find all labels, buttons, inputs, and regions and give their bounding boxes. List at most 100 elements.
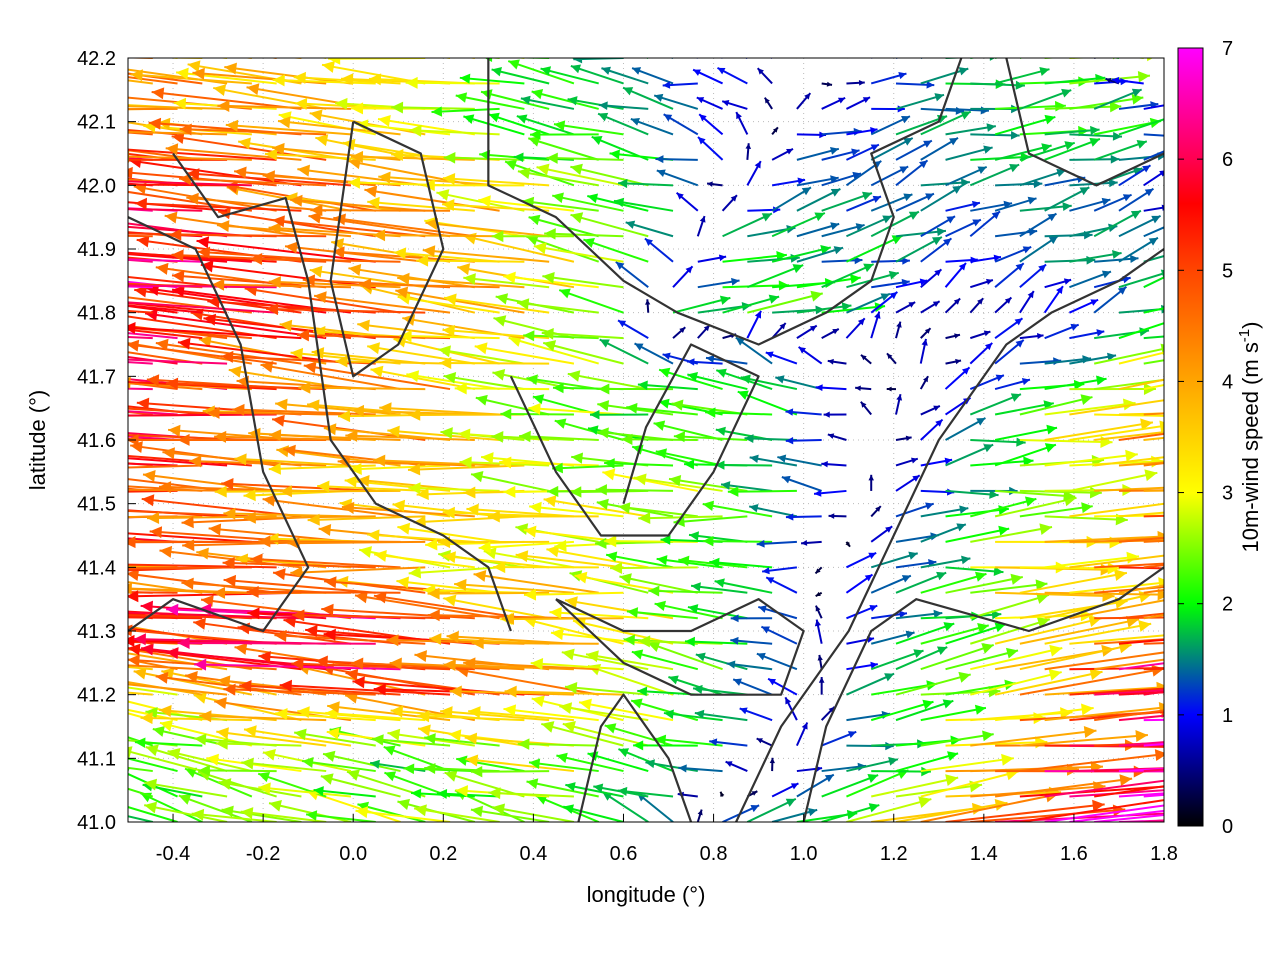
wind-vector-head (10, 448, 22, 460)
wind-vector-head (769, 295, 779, 304)
wind-vector-head (925, 502, 934, 509)
wind-vector-head (528, 403, 540, 415)
wind-vector-head (884, 45, 891, 51)
wind-vector-head (315, 134, 328, 146)
x-tick-label: 1.4 (970, 843, 998, 865)
wind-vector-head (84, 773, 96, 783)
wind-vector-head (263, 749, 276, 761)
wind-vector-shaft (1094, 617, 1252, 619)
wind-vector-head (947, 751, 958, 761)
wind-vector-head (855, 385, 861, 390)
wind-vector-shaft (321, 776, 401, 796)
wind-vector-head (958, 672, 970, 683)
wind-vector-head (414, 650, 427, 662)
wind-vector-head (981, 106, 989, 114)
wind-vector-head (731, 278, 739, 286)
wind-vector-head (223, 39, 236, 51)
wind-vector-head (55, 463, 67, 475)
wind-vector-shaft (896, 803, 1008, 822)
wind-vector-head (474, 570, 487, 582)
wind-vector-head (981, 643, 993, 654)
wind-vector-head (110, 642, 123, 654)
wind-vector-head (319, 524, 332, 536)
wind-vector-head (71, 781, 81, 790)
wind-vector-head (285, 46, 297, 58)
wind-vector-shaft (648, 591, 722, 593)
wind-vector-head (263, 495, 276, 507)
wind-vector-head (1130, 255, 1138, 263)
wind-vector-head (0, 513, 6, 525)
wind-vector-head (986, 123, 995, 132)
wind-vector-shaft (471, 474, 549, 491)
wind-vector-head (304, 361, 317, 373)
wind-vector-head (629, 42, 638, 50)
wind-vector-shaft (368, 43, 475, 58)
wind-vector-head (159, 705, 171, 717)
y-tick-label: 41.7 (77, 366, 116, 388)
wind-vector-shaft (1119, 115, 1176, 134)
wind-vector-head (428, 609, 440, 621)
wind-vector-head (1055, 101, 1066, 112)
wind-vector-shaft (464, 236, 574, 262)
wind-vector-head (1203, 337, 1216, 349)
wind-vector-head (438, 345, 451, 357)
wind-vector-head (1254, 760, 1266, 772)
wind-vector-head (1269, 402, 1280, 414)
wind-vector-head (597, 400, 609, 411)
wind-vector-head (821, 461, 828, 467)
wind-vector-head (1046, 425, 1057, 435)
wind-vector-head (463, 487, 475, 499)
wind-vector-head (552, 193, 564, 204)
wind-vector-head (1259, 778, 1271, 790)
y-tick-label: 41.5 (77, 494, 116, 516)
wind-vector-head (224, 63, 237, 75)
wind-vector-head (0, 335, 4, 347)
wind-vector-head (1025, 497, 1036, 507)
wind-vector-head (142, 494, 155, 506)
wind-vector-head (953, 43, 962, 51)
wind-vector-shaft (0, 612, 128, 618)
wind-vector-head (1263, 593, 1276, 605)
wind-vector-head (4, 130, 16, 142)
wind-vector-shaft (896, 45, 934, 58)
wind-vector-head (749, 504, 758, 512)
wind-vector-shaft (39, 642, 178, 669)
wind-vector-head (102, 290, 115, 302)
wind-vector-head (665, 42, 673, 49)
wind-vector-head (818, 50, 822, 55)
wind-vector-head (86, 722, 98, 732)
wind-vector-head (0, 156, 10, 168)
wind-vector-head (443, 173, 455, 185)
wind-vector-shaft (373, 235, 500, 236)
wind-vector-head (0, 228, 10, 240)
wind-vector-head (1230, 661, 1242, 673)
wind-vector-head (186, 193, 199, 205)
wind-vector-shaft (0, 414, 128, 415)
wind-vector-head (747, 48, 754, 54)
colorbar-tick-label: 7 (1222, 38, 1233, 60)
wind-vector-shaft (247, 592, 401, 593)
wind-vector-shaft (434, 47, 525, 58)
wind-vector-head (120, 625, 132, 637)
wind-vector-head (583, 238, 595, 248)
wind-vector-head (488, 510, 500, 522)
colorbar-tick-label: 2 (1222, 594, 1233, 616)
wind-vector-head (517, 37, 528, 46)
x-tick-label: -0.4 (156, 843, 190, 865)
wind-vector-head (8, 515, 20, 527)
wind-vector-head (1, 285, 14, 297)
wind-vector-shaft (47, 723, 128, 745)
wind-vector-head (172, 270, 184, 282)
wind-vector-head (217, 220, 229, 232)
wind-vector-shaft (345, 44, 450, 58)
wind-vector-head (269, 800, 282, 812)
wind-vector-head (194, 734, 206, 746)
wind-vector-head (1207, 480, 1219, 492)
wind-vector-head (348, 177, 360, 189)
wind-vector-head (54, 632, 66, 644)
wind-vector-head (1166, 102, 1173, 109)
wind-vector-head (91, 410, 103, 422)
wind-vector-head (1244, 734, 1256, 746)
wind-vector-head (562, 649, 575, 661)
